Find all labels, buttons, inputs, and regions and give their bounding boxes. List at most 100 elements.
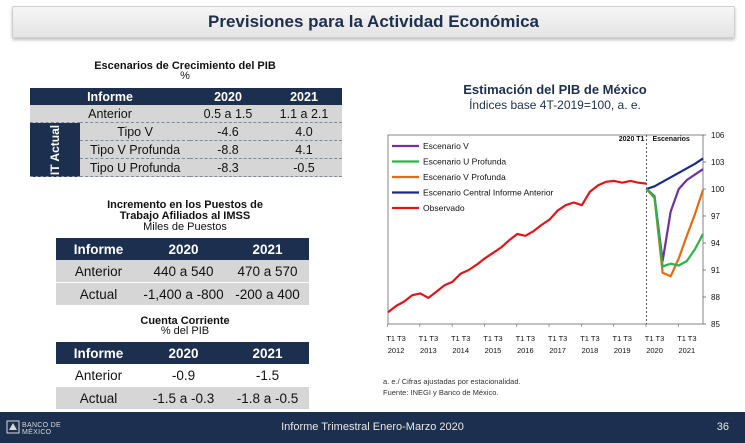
jobs-cell: -200 a 400 xyxy=(226,282,309,306)
jobs-table: Informe 2020 2021 Anterior 440 a 540 470… xyxy=(56,238,309,306)
x-quarter-label: T1 T3 xyxy=(386,334,405,343)
account-col-informe: Informe xyxy=(56,342,141,364)
gdp-cell: 1.1 a 2.1 xyxy=(266,105,342,123)
gdp-row-tipo-v: IT Actual Tipo V -4.6 4.0 xyxy=(30,122,342,177)
gdp-table-unit: % xyxy=(180,70,190,82)
plot-frame xyxy=(387,134,704,325)
x-year-label: 2020 xyxy=(646,346,663,355)
vline-label: 2020 T1 xyxy=(619,136,645,143)
gdp-row-tipo-u-profunda: Tipo U Profunda -8.3 -0.5 xyxy=(30,158,342,177)
banxico-logo: BANCO DE MÉXICO xyxy=(6,418,76,436)
account-cell: -1.8 a -0.5 xyxy=(226,386,309,410)
gdp-cell: -0.5 xyxy=(266,158,342,177)
account-row-label: Actual xyxy=(56,386,141,410)
footer-text: Informe Trimestral Enero-Marzo 2020 xyxy=(281,421,464,433)
x-year-label: 2014 xyxy=(452,346,469,355)
gdp-col-2021: 2021 xyxy=(266,88,342,105)
legend-label: Escenario Central Informe Anterior xyxy=(423,188,554,198)
gdp-cell: -8.8 xyxy=(190,140,266,159)
gdp-row-anterior: Anterior 0.5 a 1.5 1.1 a 2.1 xyxy=(30,105,342,123)
y-tick-label: 100 xyxy=(711,185,725,194)
chart-title: Estimación del PIB de México xyxy=(463,82,647,97)
gdp-cell: -8.3 xyxy=(190,158,266,177)
gdp-cell: 4.0 xyxy=(266,122,342,141)
account-table: Informe 2020 2021 Anterior -0.9 -1.5 Act… xyxy=(56,342,309,410)
gdp-col-2020: 2020 xyxy=(190,88,266,105)
jobs-row-label: Anterior xyxy=(56,260,141,283)
footnote-ae: a. e./ Cifras ajustadas por estacionalid… xyxy=(383,377,521,386)
jobs-table-unit: Miles de Puestos xyxy=(143,221,227,233)
gdp-row-label: Anterior xyxy=(30,105,190,123)
gdp-table: Informe 2020 2021 Anterior 0.5 a 1.5 1.1… xyxy=(30,88,342,177)
page-number: 36 xyxy=(716,421,729,433)
account-table-title: Cuenta Corriente xyxy=(140,315,230,327)
account-row-anterior: Anterior -0.9 -1.5 xyxy=(56,364,309,387)
x-quarter-label: T1 T3 xyxy=(645,334,664,343)
gdp-cell: -4.6 xyxy=(190,122,266,141)
scenario-label: Escenarios xyxy=(652,136,689,143)
legend-label: Escenario V xyxy=(423,141,469,151)
x-year-label: 2016 xyxy=(517,346,534,355)
gdp-row-tipo-v-profunda: Tipo V Profunda -8.8 4.1 xyxy=(30,140,342,159)
jobs-col-informe: Informe xyxy=(56,238,141,260)
x-quarter-label: T1 T3 xyxy=(419,334,438,343)
eagle-icon xyxy=(6,420,20,434)
y-tick-label: 106 xyxy=(711,131,725,140)
jobs-row-anterior: Anterior 440 a 540 470 a 570 xyxy=(56,260,309,283)
account-col-2021: 2021 xyxy=(226,342,309,364)
chart-subtitle: Índices base 4T-2019=100, a. e. xyxy=(469,98,641,112)
y-tick-label: 97 xyxy=(711,212,720,221)
account-cell: -0.9 xyxy=(141,364,226,387)
series-line xyxy=(645,188,704,268)
legend-label: Observado xyxy=(423,203,465,213)
account-table-unit: % del PIB xyxy=(160,325,210,337)
jobs-table-title-line2: Trabajo Afiliados al IMSS xyxy=(119,210,251,222)
x-quarter-label: T1 T3 xyxy=(516,334,535,343)
jobs-cell: 470 a 570 xyxy=(226,260,309,283)
x-quarter-label: T1 T3 xyxy=(580,334,599,343)
x-year-label: 2013 xyxy=(420,346,437,355)
jobs-col-2020: 2020 xyxy=(141,238,226,260)
x-quarter-label: T1 T3 xyxy=(451,334,470,343)
slide-title: Previsiones para la Actividad Económica xyxy=(207,12,539,31)
jobs-row-label: Actual xyxy=(56,282,141,306)
y-tick-label: 103 xyxy=(711,158,725,167)
gdp-row-label: Tipo V xyxy=(80,122,190,141)
jobs-cell: 440 a 540 xyxy=(141,260,226,283)
jobs-table-title-line1: Incremento en los Puestos de xyxy=(107,199,263,211)
account-col-2020: 2020 xyxy=(141,342,226,364)
legend-label: Escenario V Profunda xyxy=(423,172,506,182)
legend-label: Escenario U Profunda xyxy=(423,157,506,167)
gdp-cell: 4.1 xyxy=(266,140,342,159)
y-tick-label: 85 xyxy=(711,320,720,329)
gdp-row-label: Tipo U Profunda xyxy=(80,158,190,177)
gdp-col-informe: Informe xyxy=(30,88,190,105)
x-year-label: 2019 xyxy=(614,346,631,355)
gdp-row-label: Tipo V Profunda xyxy=(80,140,190,159)
jobs-col-2021: 2021 xyxy=(226,238,309,260)
x-year-label: 2015 xyxy=(485,346,502,355)
y-tick-label: 88 xyxy=(711,293,720,302)
footer-bar: BANCO DE MÉXICO Informe Trimestral Enero… xyxy=(0,412,745,443)
jobs-row-actual: Actual -1,400 a -800 -200 a 400 xyxy=(56,282,309,306)
gdp-table-title: Escenarios de Crecimiento del PIB xyxy=(94,60,276,72)
series-line xyxy=(387,179,647,314)
it-actual-label: IT Actual xyxy=(30,122,81,177)
account-cell: -1.5 xyxy=(226,364,309,387)
jobs-cell: -1,400 a -800 xyxy=(141,282,226,306)
x-year-label: 2018 xyxy=(582,346,599,355)
x-quarter-label: T1 T3 xyxy=(613,334,632,343)
x-year-label: 2017 xyxy=(549,346,566,355)
x-year-label: 2012 xyxy=(388,346,405,355)
gdp-cell: 0.5 a 1.5 xyxy=(190,105,266,123)
slide-title-box: Previsiones para la Actividad Económica xyxy=(12,6,735,38)
series-line xyxy=(646,157,704,191)
x-quarter-label: T1 T3 xyxy=(548,334,567,343)
y-tick-label: 94 xyxy=(711,239,720,248)
x-quarter-label: T1 T3 xyxy=(677,334,696,343)
account-cell: -1.5 a -0.3 xyxy=(141,386,226,410)
account-row-actual: Actual -1.5 a -0.3 -1.8 a -0.5 xyxy=(56,386,309,410)
account-row-label: Anterior xyxy=(56,364,141,387)
x-quarter-label: T1 T3 xyxy=(483,334,502,343)
